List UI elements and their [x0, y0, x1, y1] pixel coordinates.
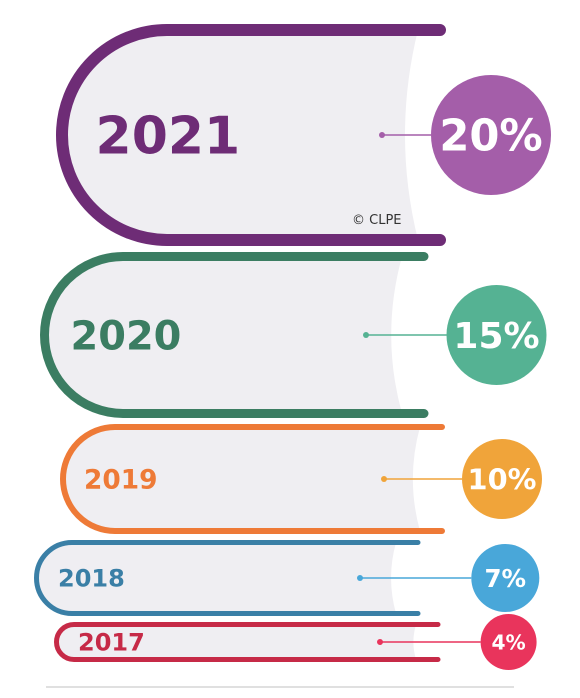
- value-label-2018: 7%: [485, 564, 527, 593]
- book-cover-2020: [40, 252, 429, 418]
- year-label-2018: 2018: [58, 565, 125, 593]
- year-label-2017: 2017: [78, 629, 145, 657]
- book-cover-2019: [60, 424, 445, 534]
- value-bubble-2018: [471, 544, 540, 612]
- book-stack: 2021 20% 2020 15% 2019 10% 2018 7% 2017 4%: [34, 24, 551, 670]
- copyright-label: © CLPE: [352, 213, 402, 228]
- year-label-2019: 2019: [84, 465, 157, 496]
- value-bubble-2021: [431, 75, 551, 195]
- book-cover-2021: [56, 24, 446, 246]
- book-cover-2018: [34, 540, 421, 616]
- book-pages-2020: [44, 256, 403, 414]
- value-bubble-2019: [462, 439, 542, 519]
- book-2018: 2018 7%: [34, 540, 540, 616]
- book-pages-2018: [36, 542, 396, 614]
- connector-dot-2020: [363, 332, 369, 338]
- connector-dot-2017: [377, 639, 383, 645]
- connector-dot-2021: [379, 132, 385, 138]
- connector-dot-2018: [357, 575, 363, 581]
- book-pages-2017: [56, 624, 416, 660]
- value-label-2021: 20%: [439, 112, 542, 162]
- year-label-2021: 2021: [96, 107, 241, 167]
- value-bubble-2020: [446, 285, 547, 385]
- book-pages-2019: [63, 427, 420, 531]
- value-bubble-2017: [480, 614, 537, 670]
- book-2020: 2020 15%: [40, 252, 547, 418]
- value-label-2020: 15%: [453, 316, 539, 357]
- book-pages-2021: [62, 30, 418, 240]
- connector-dot-2019: [381, 476, 387, 482]
- book-2021: 2021 20%: [56, 24, 551, 246]
- value-label-2019: 10%: [468, 462, 537, 496]
- book-2019: 2019 10%: [60, 424, 542, 534]
- book-cover-2017: [54, 622, 441, 662]
- value-label-2017: 4%: [491, 630, 525, 654]
- year-label-2020: 2020: [71, 313, 182, 359]
- book-2017: 2017 4%: [54, 614, 537, 670]
